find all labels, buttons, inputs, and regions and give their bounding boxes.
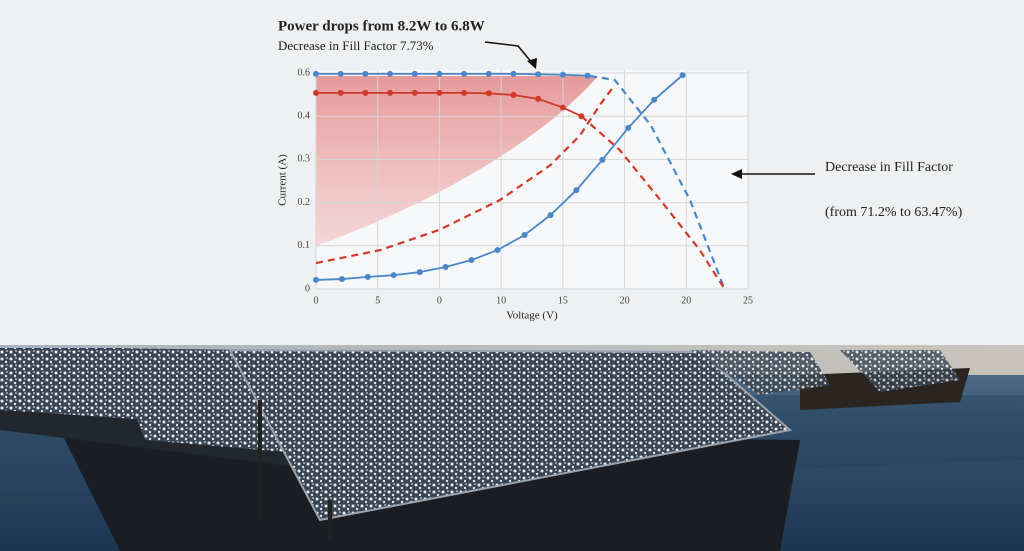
data-point — [535, 95, 542, 102]
data-point — [559, 104, 566, 111]
data-point — [494, 247, 501, 254]
x-tick-label: 0 — [437, 295, 442, 306]
y-tick-label: 0.4 — [298, 110, 311, 121]
annotation: Power drops from 8.2W to 6.8W — [278, 18, 485, 34]
series-line — [589, 74, 726, 290]
data-point — [535, 71, 542, 78]
y-axis-label: Current (A) — [277, 154, 289, 206]
x-tick-label: 15 — [558, 295, 568, 306]
y-tick-label: 0.3 — [298, 154, 311, 165]
data-point — [362, 70, 369, 77]
data-point — [436, 70, 443, 77]
panel — [840, 350, 960, 392]
data-point — [416, 269, 423, 276]
data-point — [411, 89, 418, 96]
data-point — [313, 70, 319, 77]
data-point — [387, 70, 394, 77]
arrow — [484, 41, 534, 65]
annotation: (from 71.2% to 63.47%) — [825, 205, 963, 220]
x-tick-label: 10 — [496, 295, 506, 306]
data-point — [584, 72, 591, 79]
x-tick-label: 20 — [681, 295, 691, 306]
data-point — [599, 156, 606, 163]
data-point — [547, 212, 554, 219]
data-point — [436, 89, 443, 96]
panel — [0, 348, 150, 420]
y-tick-label: 0.2 — [298, 197, 311, 208]
annotation: Decrease in Fill Factor — [825, 160, 953, 175]
data-point — [573, 187, 580, 194]
data-point — [387, 89, 394, 96]
data-point — [313, 89, 319, 96]
y-tick-label: 0.6 — [298, 67, 311, 78]
chart: 0 0.1 0.2 0.3 0.4 0.6 0 5 0 10 15 20 20 25 — [298, 67, 754, 306]
x-tick-label: 0 — [314, 295, 319, 306]
panel — [110, 348, 285, 452]
series-line — [580, 115, 726, 290]
series-line — [316, 72, 588, 77]
arrow-head — [527, 58, 537, 69]
data-point — [364, 273, 371, 280]
data-point — [442, 263, 449, 270]
x-tick-label: 25 — [743, 295, 753, 306]
data-point — [510, 70, 517, 77]
data-point — [390, 272, 397, 279]
loss-area — [316, 76, 598, 246]
data-point — [485, 90, 492, 97]
y-tick-label: 0 — [305, 283, 310, 294]
data-point — [313, 276, 319, 283]
data-point — [510, 92, 517, 99]
data-point — [461, 89, 468, 96]
x-axis-label: Voltage (V) — [506, 310, 558, 322]
data-point — [521, 232, 528, 238]
x-tick-label: 5 — [375, 295, 380, 306]
data-point — [411, 70, 418, 77]
panel-main — [228, 348, 793, 522]
data-point — [651, 96, 658, 103]
data-point — [559, 71, 566, 78]
annotation: Decrease in Fill Factor 7.73% — [278, 38, 434, 53]
arrow-head — [731, 169, 742, 179]
y-tick-label: 0.1 — [298, 240, 311, 251]
data-point — [337, 89, 344, 96]
data-point — [362, 89, 369, 96]
panel — [690, 350, 830, 395]
data-point — [468, 257, 475, 264]
data-point — [485, 70, 492, 77]
series-line — [315, 84, 616, 265]
data-point — [625, 124, 632, 131]
series-line — [316, 91, 582, 118]
data-point — [461, 70, 468, 77]
data-point — [338, 276, 345, 283]
data-point — [337, 70, 344, 77]
x-tick-label: 20 — [620, 295, 630, 306]
photo — [0, 345, 1024, 551]
data-point — [679, 72, 686, 79]
